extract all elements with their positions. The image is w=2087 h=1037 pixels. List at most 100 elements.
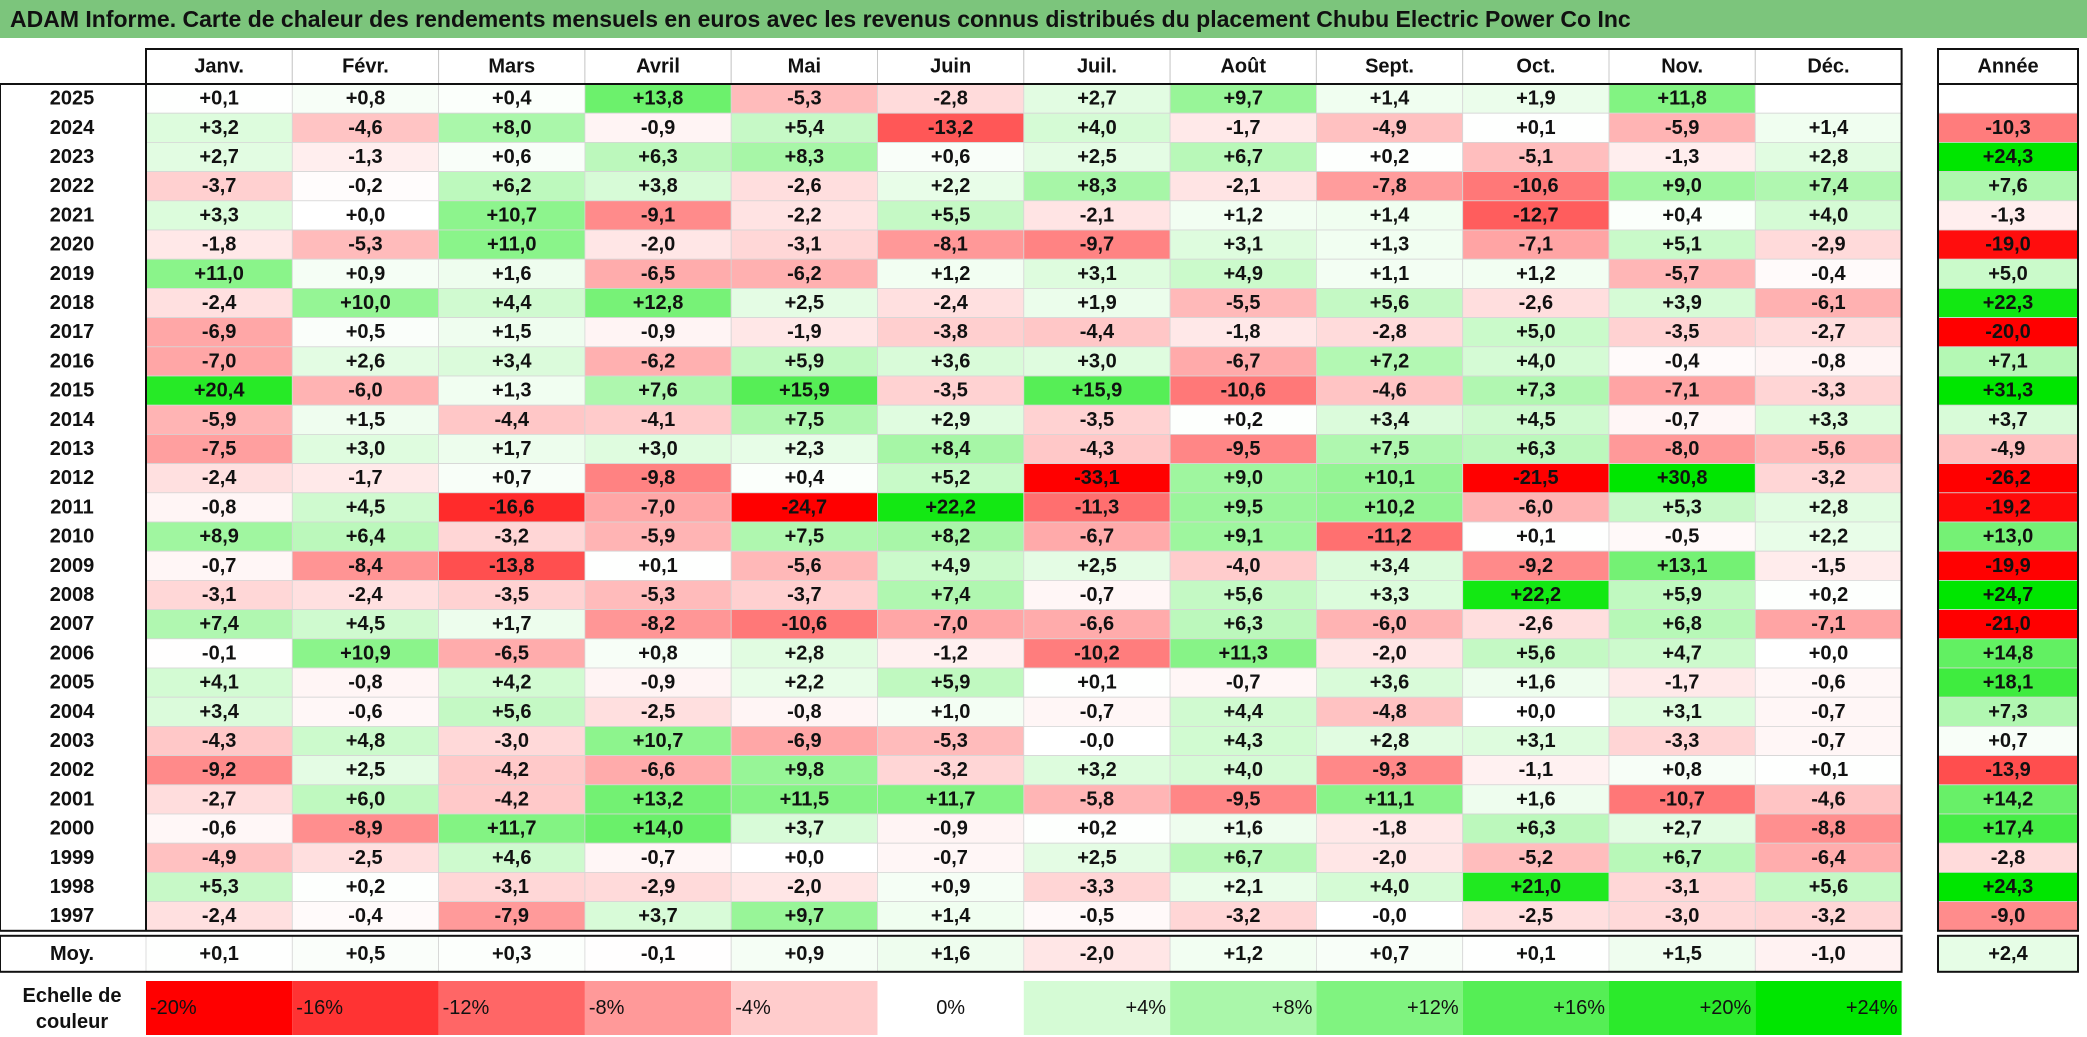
heatmap-cell-value: +22,2 <box>925 496 976 518</box>
heatmap-cell-value: +1,0 <box>931 701 970 723</box>
heatmap-cell <box>1754 433 1903 464</box>
heatmap-cell-value: +4,0 <box>1516 350 1555 372</box>
heatmap-cell <box>584 580 732 611</box>
heatmap-cell-value: -9,7 <box>1080 234 1114 256</box>
heatmap-cell <box>1462 317 1610 348</box>
heatmap-cell <box>1169 287 1317 318</box>
heatmap-cell-value: -0,8 <box>348 672 382 694</box>
heatmap-cell-value: -3,3 <box>1665 730 1699 752</box>
heatmap-cell <box>1316 112 1464 143</box>
month-header-label: Mai <box>788 56 821 78</box>
heatmap-cell <box>1608 433 1756 464</box>
heatmap-cell-value: -0,8 <box>1811 350 1845 372</box>
month-header-cell <box>877 48 1025 85</box>
heatmap-cell-value: +1,2 <box>1224 204 1263 226</box>
heatmap-cell <box>1754 755 1903 786</box>
heatmap-cell-value: +4,0 <box>1224 759 1263 781</box>
heatmap-cell <box>291 433 439 464</box>
heatmap-cell-value: +3,3 <box>1370 584 1409 606</box>
heatmap-cell-value: -1,8 <box>1226 321 1260 343</box>
heatmap-cell-value: -8,0 <box>1665 438 1699 460</box>
heatmap-cell-value: -5,2 <box>1519 847 1553 869</box>
heatmap-cell-value: -6,0 <box>348 380 382 402</box>
heatmap-cell <box>145 200 293 231</box>
heatmap-cell-value: +15,9 <box>779 380 830 402</box>
heatmap-cell-value: +0,6 <box>931 146 970 168</box>
heatmap-cell <box>291 609 439 640</box>
scale-label: +4% <box>1126 997 1167 1019</box>
heatmap-cell-value: +1,3 <box>1370 234 1409 256</box>
heatmap-cell <box>1023 463 1171 494</box>
month-header-label: Févr. <box>342 56 389 78</box>
scale-label: -16% <box>296 997 343 1019</box>
heatmap-cell <box>877 813 1025 844</box>
heatmap-cell <box>438 609 586 640</box>
heatmap-cell <box>584 83 732 114</box>
heatmap-cell-value: -5,7 <box>1665 263 1699 285</box>
heatmap-cell <box>730 375 878 406</box>
heatmap-cell-value: -6,2 <box>787 263 821 285</box>
heatmap-cell-value: +0,2 <box>1224 409 1263 431</box>
heatmap-cell <box>145 550 293 581</box>
heatmap-cell-value: +2,6 <box>346 350 385 372</box>
heatmap-cell-value: -4,4 <box>1080 321 1115 343</box>
heatmap-cell-value: -2,1 <box>1226 175 1260 197</box>
heatmap-cell <box>1754 667 1903 698</box>
annual-cell-value: +24,3 <box>1983 146 2034 168</box>
heatmap-cell-value: +9,0 <box>1224 467 1263 489</box>
heatmap-cell-value: +1,3 <box>492 380 531 402</box>
heatmap-cell-value: -1,7 <box>1226 117 1260 139</box>
heatmap-cell-value: +6,7 <box>1224 146 1263 168</box>
row-year-label: 1999 <box>50 847 95 869</box>
heatmap-cell-value: +30,8 <box>1657 467 1708 489</box>
heatmap-cell <box>877 463 1025 494</box>
heatmap-cell-value: +0,1 <box>638 555 677 577</box>
annual-cell-value: +5,0 <box>1988 263 2027 285</box>
annual-cell-value: +24,3 <box>1983 876 2034 898</box>
annual-cell-value: -4,9 <box>1991 438 2025 460</box>
annual-cell <box>1937 696 2079 727</box>
heatmap-cell-value: -3,1 <box>495 876 529 898</box>
scale-label: -12% <box>443 997 490 1019</box>
heatmap-cell <box>145 901 293 932</box>
heatmap-cell <box>1169 200 1317 231</box>
heatmap-cell-value: +13,2 <box>633 788 684 810</box>
heatmap-cell-value: +1,4 <box>931 905 971 927</box>
heatmap-cell-value: +7,4 <box>199 613 239 635</box>
heatmap-cell-value: +8,3 <box>785 146 824 168</box>
heatmap-cell-value: -0,6 <box>1811 672 1845 694</box>
row-year-label: 2014 <box>50 409 95 431</box>
heatmap-cell-value: +11,8 <box>1657 88 1707 110</box>
heatmap-cell-value: -1,3 <box>1665 146 1699 168</box>
heatmap-cell-value: +8,9 <box>199 526 238 548</box>
heatmap-cell <box>730 463 878 494</box>
heatmap-cell-value: -2,5 <box>641 701 675 723</box>
heatmap-cell <box>584 521 732 552</box>
heatmap-cell <box>1169 141 1317 172</box>
scale-label: +20% <box>1700 997 1752 1019</box>
row-year-label: 2004 <box>50 701 95 723</box>
heatmap-cell <box>1316 404 1464 435</box>
heatmap-cell-value: -3,2 <box>933 759 967 781</box>
heatmap-cell-value: +0,1 <box>1809 759 1848 781</box>
heatmap-cell-value: +6,4 <box>346 526 386 548</box>
average-cell-value: -2,0 <box>1080 943 1114 965</box>
annual-cell-value: -20,0 <box>1985 321 2031 343</box>
heatmap-cell-value: -1,5 <box>1811 555 1845 577</box>
heatmap-cell-value: +1,9 <box>1516 88 1555 110</box>
heatmap-cell-value: -5,9 <box>202 409 236 431</box>
heatmap-cell-value: -8,2 <box>641 613 675 635</box>
annual-cell-value: -10,3 <box>1985 117 2031 139</box>
heatmap-cell-value: +1,5 <box>346 409 385 431</box>
annual-cell-value: +7,3 <box>1988 701 2027 723</box>
heatmap-cell <box>1754 463 1903 494</box>
heatmap-cell-value: +4,3 <box>1224 730 1263 752</box>
heatmap-cell-value: +1,4 <box>1809 117 1849 139</box>
heatmap-cell <box>1754 580 1903 611</box>
heatmap-cell-value: +1,6 <box>1516 672 1555 694</box>
heatmap-cell <box>584 784 732 815</box>
heatmap-cell-value: -24,7 <box>782 496 828 518</box>
heatmap-cell-value: +0,0 <box>1516 701 1555 723</box>
heatmap-cell-value: -2,2 <box>787 204 821 226</box>
heatmap-cell-value: -0,1 <box>202 642 236 664</box>
